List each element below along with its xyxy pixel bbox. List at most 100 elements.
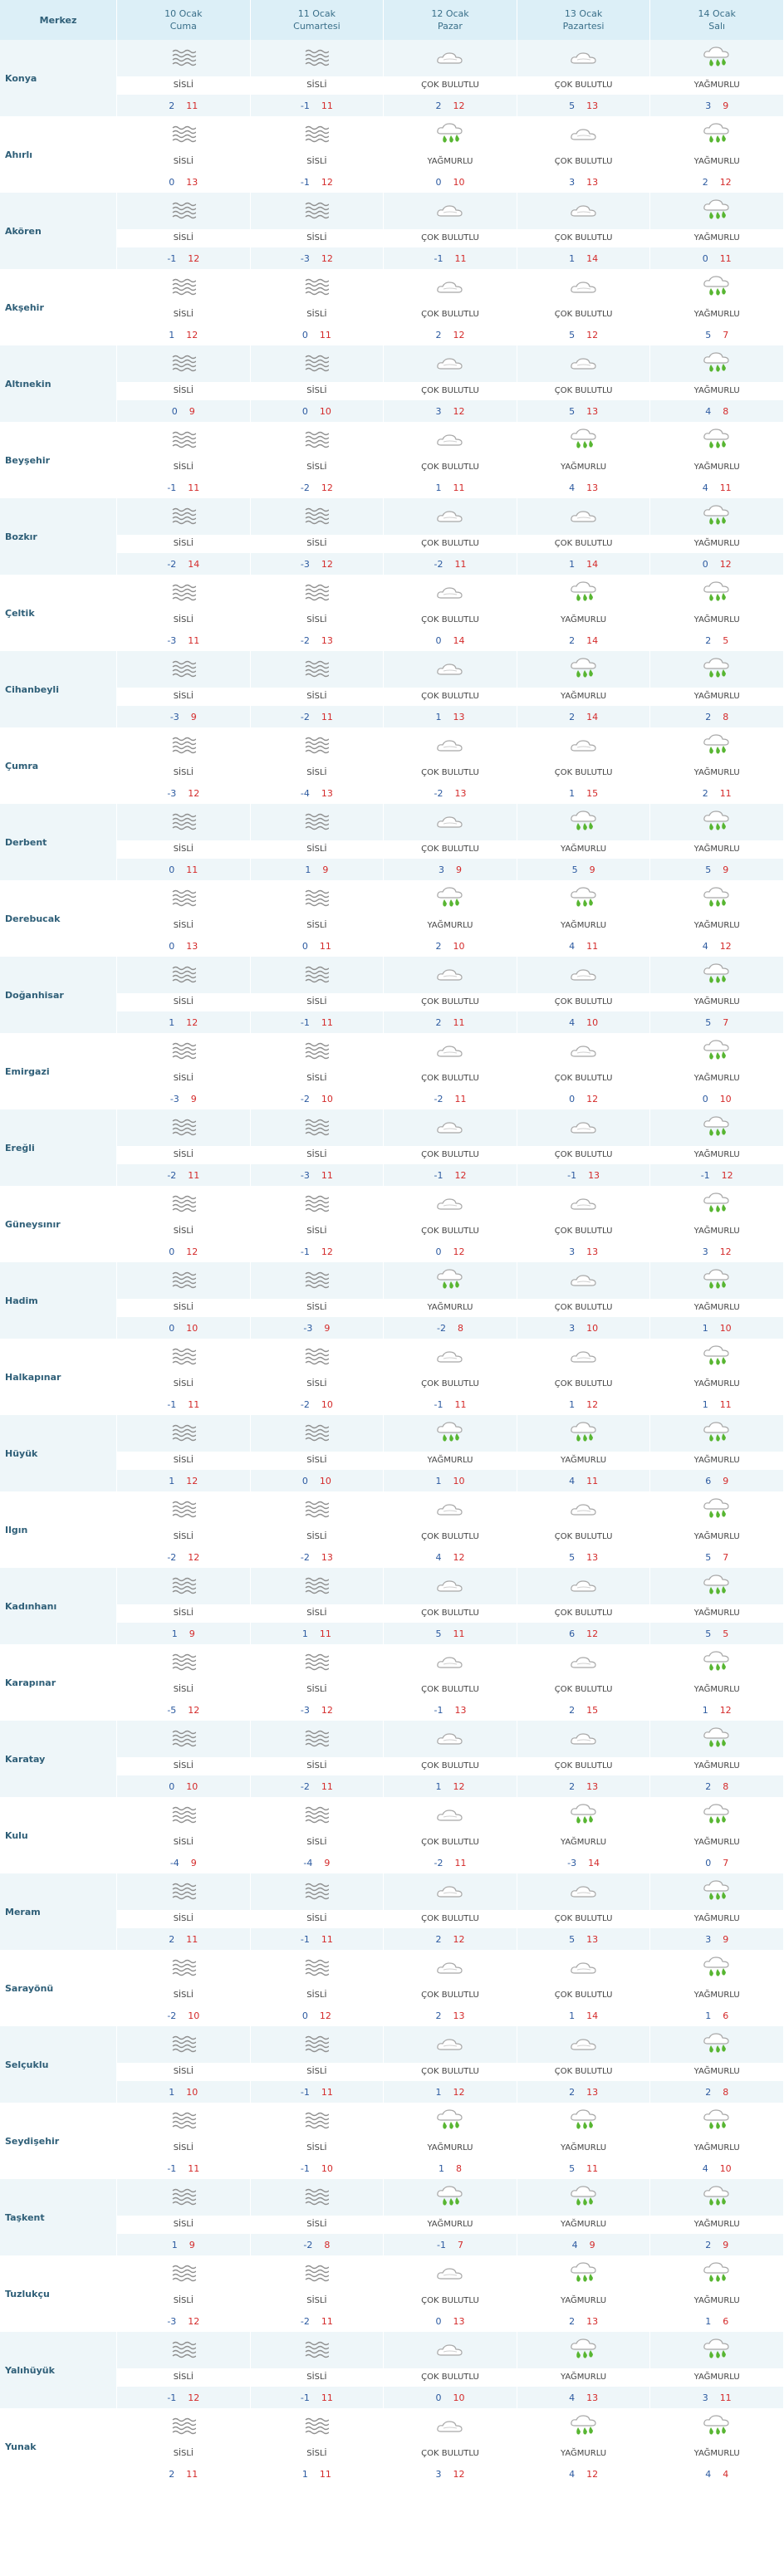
temperature-range: 1 14 xyxy=(517,2005,650,2026)
max-temp: 10 xyxy=(321,1398,333,1410)
city-name[interactable]: Beyşehir xyxy=(0,422,117,498)
fog-icon xyxy=(251,116,384,153)
min-temp: -2 xyxy=(300,1398,310,1410)
rain-icon xyxy=(650,1950,783,1986)
max-temp: 12 xyxy=(453,329,465,340)
min-temp: 4 xyxy=(569,2392,576,2403)
city-name[interactable]: Hüyük xyxy=(0,1415,117,1491)
cloud-icon xyxy=(517,1339,650,1375)
max-temp: 13 xyxy=(321,1551,333,1563)
temperature-range: -3 12 xyxy=(251,247,384,269)
header-day-5[interactable]: 14 Ocak Salı xyxy=(649,0,784,40)
fog-icon xyxy=(251,1262,384,1299)
city-name[interactable]: Çumra xyxy=(0,727,117,804)
fog-icon xyxy=(117,575,250,611)
max-temp: 10 xyxy=(453,1475,465,1486)
city-row: Selçuklu SİSLİ 1 10 SİSLİ -1 11 ÇOK BULUTLU 1 12 Ç… xyxy=(0,2026,784,2103)
city-name[interactable]: Ereğli xyxy=(0,1109,117,1186)
city-name[interactable]: Halkapınar xyxy=(0,1339,117,1415)
min-temp: 0 xyxy=(702,558,708,570)
max-temp: 12 xyxy=(453,1780,465,1792)
city-name[interactable]: Emirgazi xyxy=(0,1033,117,1109)
condition-label: SİSLİ xyxy=(117,1681,250,1699)
city-name[interactable]: Güneysınır xyxy=(0,1186,117,1262)
city-name[interactable]: Tuzlukçu xyxy=(0,2255,117,2332)
city-name[interactable]: Sarayönü xyxy=(0,1950,117,2026)
condition-label: YAĞMURLU xyxy=(517,917,650,935)
rain-icon xyxy=(650,2026,783,2063)
condition-label: SİSLİ xyxy=(250,76,384,95)
city-name[interactable]: Derebucak xyxy=(0,880,117,957)
city-name[interactable]: Derbent xyxy=(0,804,117,880)
city-name[interactable]: Kadınhanı xyxy=(0,1568,117,1644)
min-temp: 1 xyxy=(305,864,311,875)
day-date: 10 Ocak xyxy=(164,8,203,19)
condition-label: SİSLİ xyxy=(250,458,384,477)
condition-label: SİSLİ xyxy=(117,458,250,477)
max-temp: 11 xyxy=(188,1169,200,1181)
min-temp: 2 xyxy=(569,1704,576,1716)
city-name[interactable]: Akören xyxy=(0,193,117,269)
temperature-range: 1 12 xyxy=(117,1470,250,1491)
max-temp: 11 xyxy=(586,2162,599,2174)
city-name[interactable]: Karapınar xyxy=(0,1644,117,1721)
city-name[interactable]: Selçuklu xyxy=(0,2026,117,2103)
forecast-cell: YAĞMURLU 3 11 xyxy=(649,2332,784,2408)
city-name[interactable]: Cihanbeyli xyxy=(0,651,117,727)
temperature-range: -1 11 xyxy=(117,477,250,498)
temperature-range: 2 15 xyxy=(517,1699,650,1721)
city-name[interactable]: Akşehir xyxy=(0,269,117,345)
city-name[interactable]: Konya xyxy=(0,40,117,116)
max-temp: 11 xyxy=(321,711,333,722)
max-temp: 10 xyxy=(453,940,465,952)
city-name[interactable]: Bozkır xyxy=(0,498,117,575)
temperature-range: 0 12 xyxy=(384,1241,517,1262)
condition-label: ÇOK BULUTLU xyxy=(384,1910,517,1928)
cloud-icon xyxy=(384,345,517,382)
city-name[interactable]: Taşkent xyxy=(0,2179,117,2255)
forecast-cell: ÇOK BULUTLU 1 12 xyxy=(383,1721,517,1797)
min-temp: 1 xyxy=(435,482,442,493)
city-name[interactable]: Altınekin xyxy=(0,345,117,422)
city-name[interactable]: Yunak xyxy=(0,2408,117,2485)
day-date: 12 Ocak xyxy=(431,8,469,19)
max-temp: 9 xyxy=(322,864,329,875)
city-name[interactable]: Ilgın xyxy=(0,1491,117,1568)
forecast-cell: YAĞMURLU 4 12 xyxy=(517,2408,651,2485)
city-name[interactable]: Ahırlı xyxy=(0,116,117,193)
city-name[interactable]: Doğanhisar xyxy=(0,957,117,1033)
condition-label: YAĞMURLU xyxy=(650,1986,783,2005)
max-temp: 11 xyxy=(719,1398,732,1410)
rain-icon xyxy=(650,804,783,840)
city-name[interactable]: Çeltik xyxy=(0,575,117,651)
max-temp: 4 xyxy=(723,2468,729,2480)
condition-label: ÇOK BULUTLU xyxy=(384,306,517,324)
header-day-4[interactable]: 13 Ocak Pazartesi xyxy=(517,0,651,40)
forecast-cell: SİSLİ 0 10 xyxy=(116,1721,251,1797)
city-name[interactable]: Hadim xyxy=(0,1262,117,1339)
header-day-2[interactable]: 11 Ocak Cumartesi xyxy=(250,0,385,40)
condition-label: SİSLİ xyxy=(117,1604,250,1623)
temperature-range: -4 13 xyxy=(251,782,384,804)
city-name[interactable]: Yalıhüyük xyxy=(0,2332,117,2408)
forecast-cell: ÇOK BULUTLU 5 13 xyxy=(517,1491,651,1568)
max-temp: 11 xyxy=(188,2162,200,2174)
condition-label: YAĞMURLU xyxy=(517,840,650,859)
city-name[interactable]: Seydişehir xyxy=(0,2103,117,2179)
forecast-cell: ÇOK BULUTLU 5 13 xyxy=(517,345,651,422)
max-temp: 10 xyxy=(719,2162,732,2174)
city-name[interactable]: Meram xyxy=(0,1873,117,1950)
city-row: Yalıhüyük SİSLİ -1 12 SİSLİ -1 11 ÇOK BULUTLU 0 1… xyxy=(0,2332,784,2408)
city-name[interactable]: Karatay xyxy=(0,1721,117,1797)
min-temp: 1 xyxy=(169,1016,175,1028)
temperature-range: -1 11 xyxy=(251,1928,384,1950)
city-name[interactable]: Kulu xyxy=(0,1797,117,1873)
header-day-3[interactable]: 12 Ocak Pazar xyxy=(383,0,517,40)
min-temp: 1 xyxy=(702,1322,708,1334)
header-day-1[interactable]: 10 Ocak Cuma xyxy=(116,0,251,40)
condition-label: YAĞMURLU xyxy=(384,1299,517,1317)
max-temp: 9 xyxy=(189,2239,195,2250)
max-temp: 12 xyxy=(586,329,599,340)
